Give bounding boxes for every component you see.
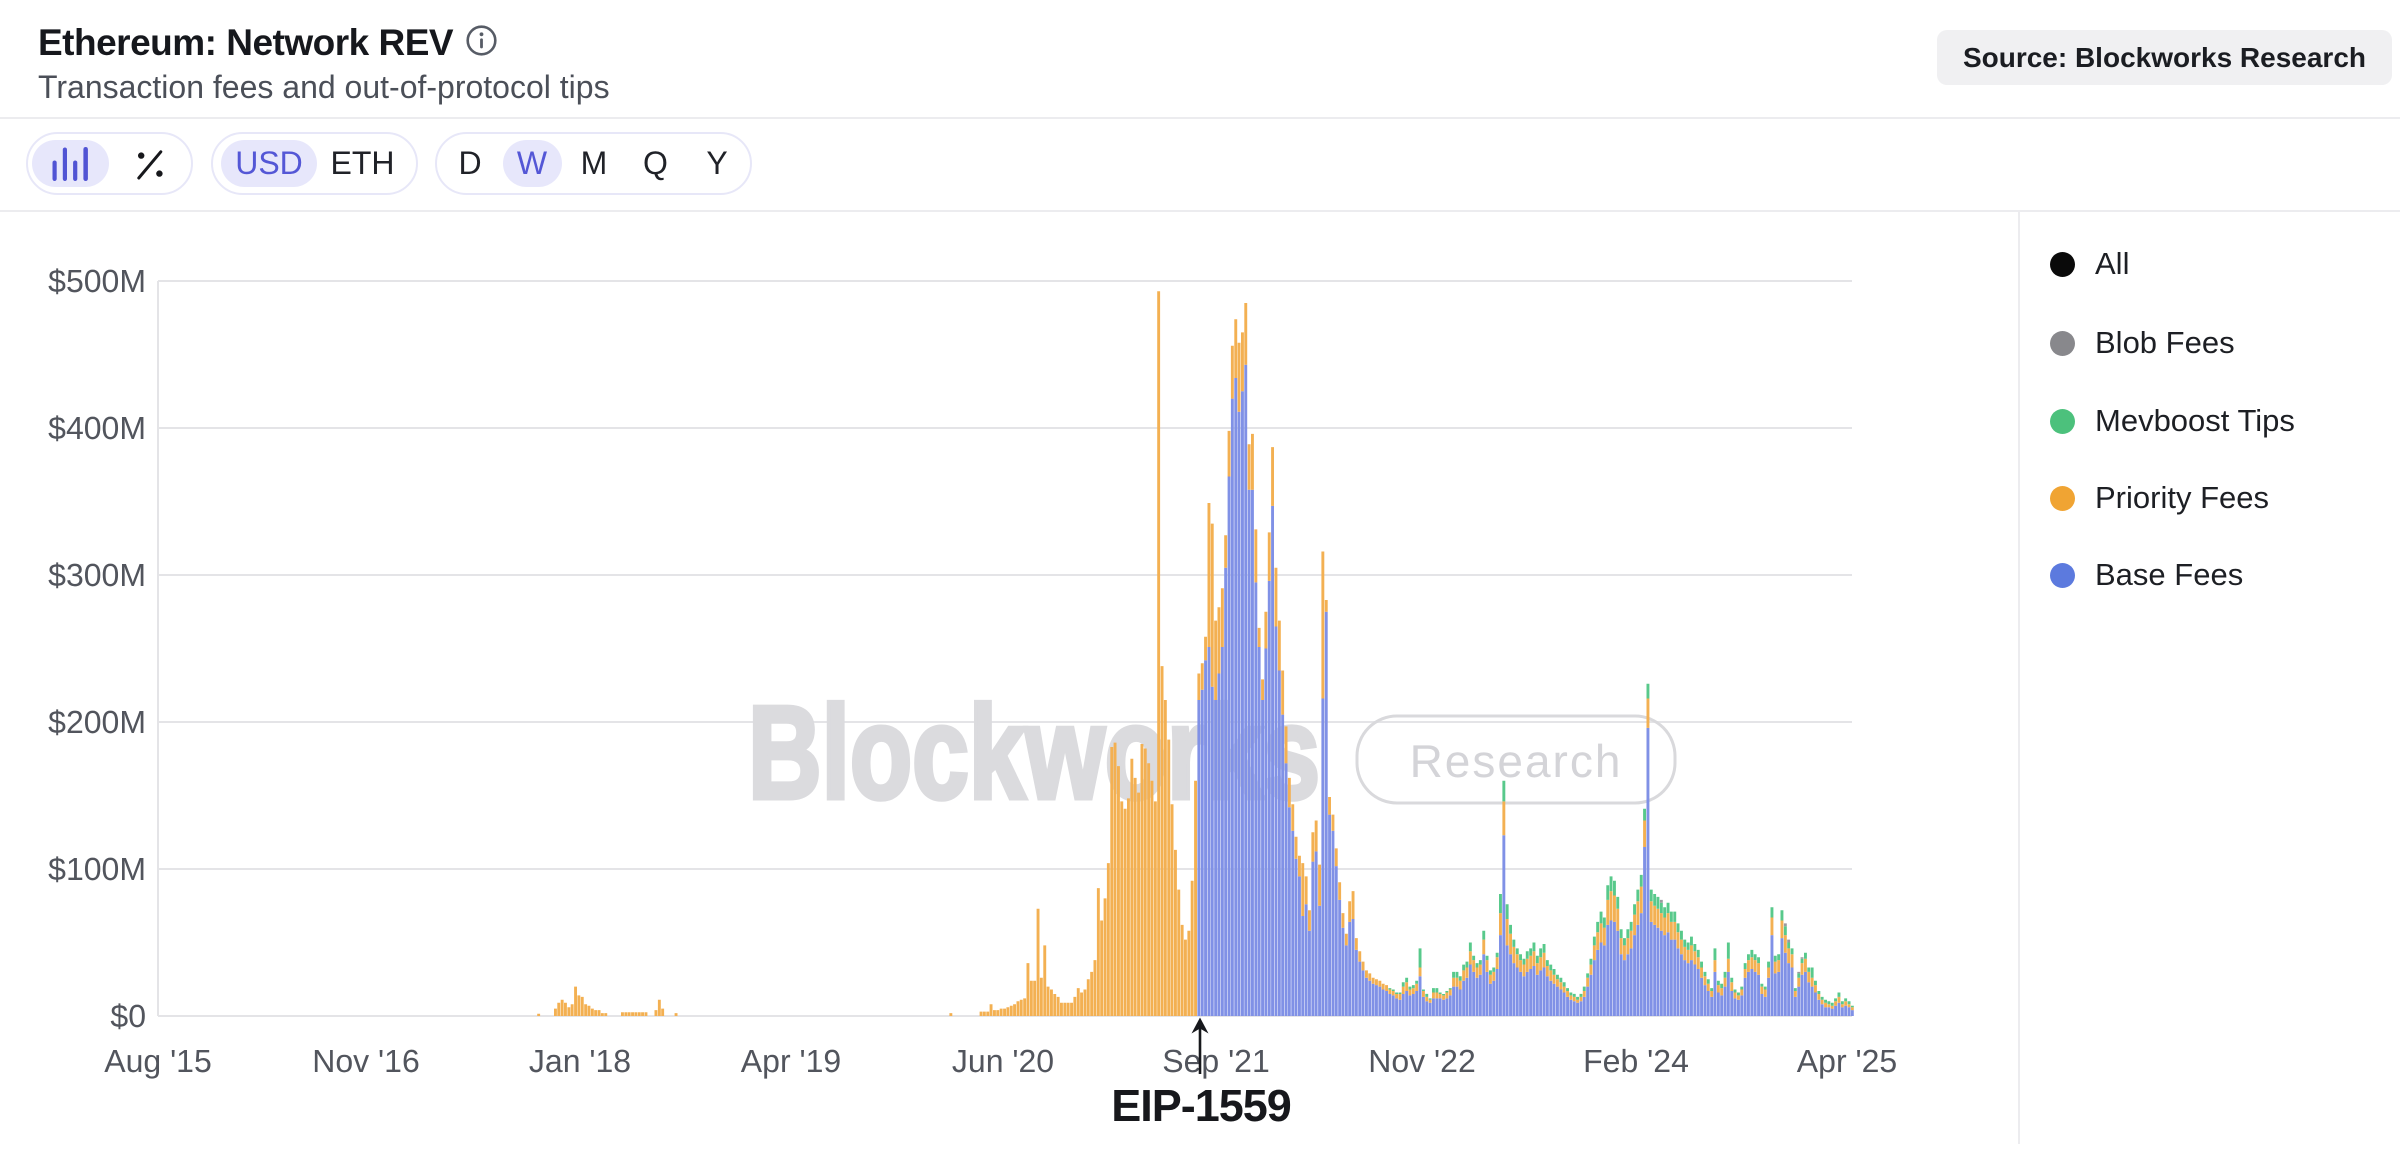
svg-text:$400M: $400M	[48, 410, 146, 446]
svg-text:Jan '18: Jan '18	[529, 1043, 631, 1079]
svg-text:Apr '19: Apr '19	[741, 1043, 841, 1079]
svg-text:Blockworks: Blockworks	[748, 679, 1320, 826]
svg-text:$300M: $300M	[48, 557, 146, 593]
svg-text:Sep '21: Sep '21	[1162, 1043, 1270, 1079]
svg-text:$0: $0	[110, 998, 146, 1034]
svg-text:$500M: $500M	[48, 263, 146, 299]
svg-text:Feb '24: Feb '24	[1583, 1043, 1689, 1079]
svg-text:Aug '15: Aug '15	[104, 1043, 212, 1079]
svg-text:$100M: $100M	[48, 851, 146, 887]
svg-text:EIP-1559: EIP-1559	[1111, 1080, 1291, 1131]
svg-text:$200M: $200M	[48, 704, 146, 740]
svg-text:Research: Research	[1410, 735, 1623, 787]
svg-text:Nov '16: Nov '16	[312, 1043, 420, 1079]
svg-text:Nov '22: Nov '22	[1368, 1043, 1476, 1079]
svg-text:Apr '25: Apr '25	[1797, 1043, 1897, 1079]
svg-text:Jun '20: Jun '20	[952, 1043, 1054, 1079]
